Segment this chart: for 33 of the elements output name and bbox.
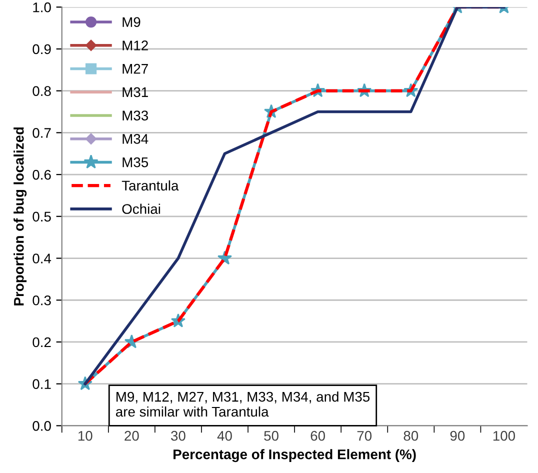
x-tick-label: 40 xyxy=(217,430,232,441)
legend-label: M27 xyxy=(122,64,148,74)
annotation: M9, M12, M27, M31, M33, M34, and M35 are similar with Tarantula xyxy=(116,392,370,417)
x-tick-label: 50 xyxy=(264,430,278,441)
x-tick-label: 100 xyxy=(493,430,516,441)
legend-label: Ochiai xyxy=(122,204,160,214)
x-tick-label: 10 xyxy=(78,430,92,441)
y-tick-label: 0.3 xyxy=(32,295,51,306)
y-tick-label: 0.7 xyxy=(32,128,51,138)
x-tick-label: 90 xyxy=(450,430,465,441)
legend-label: M9 xyxy=(122,17,140,28)
x-tick-label: 30 xyxy=(171,430,186,441)
y-tick-label: 0.5 xyxy=(32,212,51,222)
x-tick-label: 80 xyxy=(404,430,418,441)
y-tick-label: 0.4 xyxy=(32,254,52,264)
x-tick-label: 70 xyxy=(357,430,372,441)
y-tick-label: 0.8 xyxy=(32,86,51,96)
y-tick-label: 1.0 xyxy=(33,2,51,12)
x-axis-title: Percentage of Inspected Element (%) xyxy=(174,449,416,462)
legend-label: Tarantula xyxy=(122,180,179,191)
y-tick-label: 0.6 xyxy=(32,170,51,180)
legend-label: M35 xyxy=(122,157,148,168)
y-axis-title: Proportion of bug localized xyxy=(14,127,27,306)
y-tick-label: 0.2 xyxy=(32,337,51,348)
y-tick-label: 0.9 xyxy=(32,44,51,54)
y-tick-label: 0.0 xyxy=(32,421,51,431)
x-tick-label: 20 xyxy=(124,430,139,441)
legend-label: M33 xyxy=(122,110,148,120)
legend-label: M31 xyxy=(122,87,148,98)
legend-label: M12 xyxy=(122,40,148,50)
y-tick-label: 0.1 xyxy=(32,379,51,390)
x-tick-label: 60 xyxy=(310,430,326,441)
legend-label: M34 xyxy=(122,134,148,144)
